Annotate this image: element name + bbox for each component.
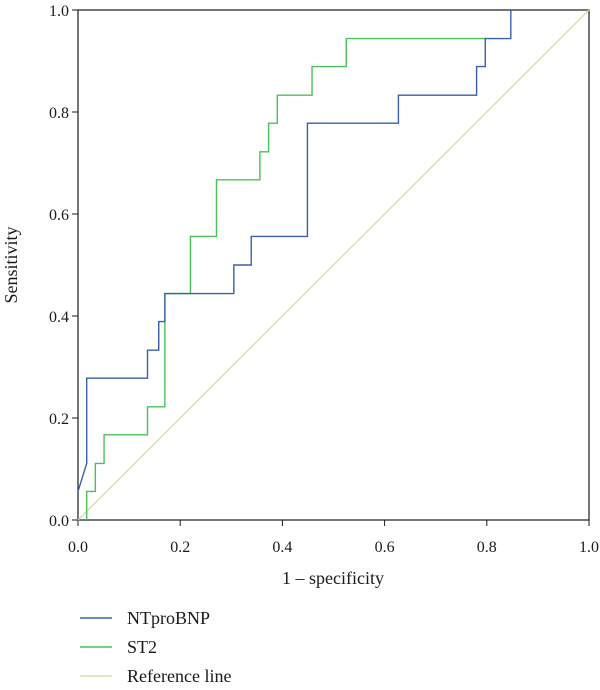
- y-tick-label: 0.6: [49, 207, 69, 224]
- series-lines: [77, 9, 590, 521]
- x-axis-label: 1 – specificity: [282, 568, 384, 588]
- x-tick-label: 1.0: [579, 539, 599, 556]
- legend-label-reference-line: Reference line: [127, 666, 231, 686]
- legend: NTproBNP ST2 Reference line: [80, 608, 231, 686]
- y-tick-label: 0.4: [49, 309, 69, 326]
- x-tick-label: 0.2: [170, 539, 190, 556]
- x-tick-label: 0.0: [68, 539, 88, 556]
- x-tick-label: 0.8: [477, 539, 497, 556]
- y-tick-label: 0.2: [49, 411, 69, 428]
- y-tick-label: 0.8: [49, 105, 69, 122]
- legend-label-ntprobnp: NTproBNP: [127, 608, 210, 628]
- y-tick-label: 1.0: [49, 3, 69, 20]
- y-tick-label: 0.0: [49, 513, 69, 530]
- series-line-st2: [85, 37, 486, 520]
- legend-label-st2: ST2: [127, 637, 157, 657]
- plot-frame: [77, 9, 590, 521]
- x-tick-label: 0.4: [272, 539, 292, 556]
- y-axis-label: Sensitivity: [1, 226, 21, 303]
- axis-ticks: 0.0 0.2 0.4 0.6 0.8 1.0 0.0 0.2 0.4 0.6 0.8 1.0: [49, 3, 599, 556]
- series-line-reference-line: [77, 9, 590, 521]
- series-line-ntprobnp: [77, 10, 512, 492]
- x-tick-label: 0.6: [375, 539, 395, 556]
